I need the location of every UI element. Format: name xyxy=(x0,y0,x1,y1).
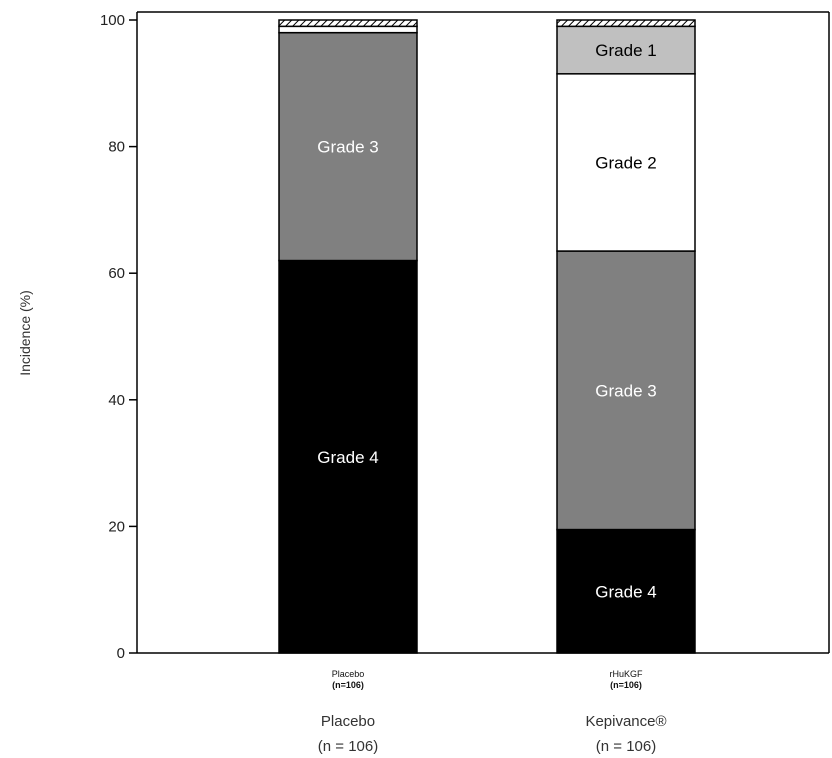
category-n: (n = 106) xyxy=(596,738,656,755)
category-label: Placebo xyxy=(321,713,375,730)
category-code-label: Placebo xyxy=(332,669,365,679)
segment-label: Grade 4 xyxy=(595,582,656,601)
bar-segment-1-1 xyxy=(556,250,696,531)
y-axis-label: Incidence (%) xyxy=(17,290,33,376)
segment-label: Grade 2 xyxy=(595,153,656,172)
category-code-label: rHuKGF xyxy=(609,669,643,679)
segment-label: Grade 3 xyxy=(317,138,378,157)
bars-layer xyxy=(278,19,696,654)
bar-segment-1-2 xyxy=(556,73,696,252)
y-tick-label: 80 xyxy=(108,139,125,156)
segment-label: Grade 3 xyxy=(595,381,656,400)
bar-segment-0-2 xyxy=(278,25,418,34)
y-tick-label: 20 xyxy=(108,518,125,535)
y-tick-label: 40 xyxy=(108,392,125,409)
bar-segment-1-4 xyxy=(556,19,696,28)
bar-segment-0-0 xyxy=(278,259,418,654)
segment-label: Grade 1 xyxy=(595,41,656,60)
y-tick-label: 0 xyxy=(117,645,125,662)
y-tick-label: 60 xyxy=(108,265,125,282)
category-code-n: (n=106) xyxy=(332,680,364,690)
bar-segment-1-3 xyxy=(556,25,696,75)
category-n: (n = 106) xyxy=(318,738,378,755)
bar-segment-0-3 xyxy=(278,19,418,28)
axes-layer: 0 20 40 60 80 100 xyxy=(100,11,830,662)
bar-segment-0-1 xyxy=(278,31,418,262)
category-code-n: (n=106) xyxy=(610,680,642,690)
segment-label: Grade 4 xyxy=(317,448,378,467)
y-tick-label: 100 xyxy=(100,12,125,29)
category-label: Kepivance® xyxy=(585,713,666,730)
